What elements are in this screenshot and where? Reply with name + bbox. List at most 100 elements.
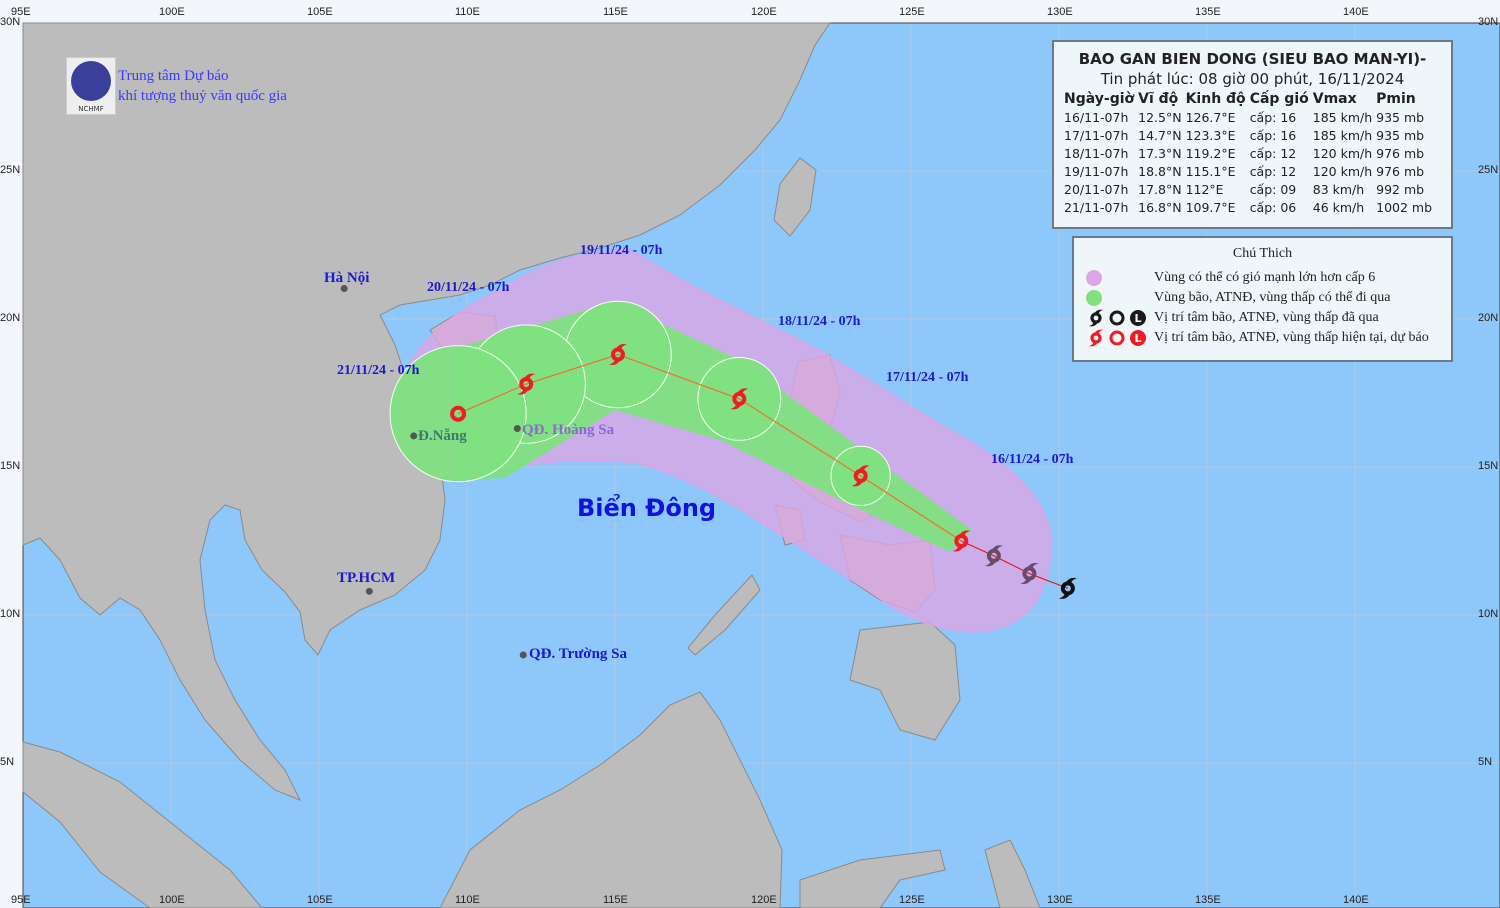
axis-tick-label: 110E — [455, 6, 480, 18]
table-cell: cấp: 16 — [1249, 128, 1297, 143]
column-header: Ngày-giờ — [1064, 91, 1135, 107]
legend-label: Vùng bão, ATNĐ, vùng thấp có thể đi qua — [1154, 290, 1391, 305]
table-row: 20/11-07h 17.8°N 112°E cấp: 09 83 km/h 992 mb — [1064, 181, 1436, 199]
forecast-track-line — [457, 353, 962, 542]
table-cell: 17/11-07h — [1064, 128, 1129, 143]
storm-title: BAO GAN BIEN DONG (SIEU BAO MAN-YI)- — [1078, 50, 1427, 68]
axis-tick-label: 140E — [1343, 6, 1369, 18]
table-cell: 1002 mb — [1376, 200, 1433, 215]
table-cell: 123.3°E — [1185, 128, 1236, 143]
place-hcm: TP.HCM — [337, 570, 396, 586]
axis-tick-label: 130E — [1047, 6, 1073, 18]
low-icon-letter: L — [1134, 332, 1141, 345]
storm-icon — [517, 373, 536, 395]
table-cell: 14.7°N — [1138, 128, 1182, 143]
past-storm-icon — [1058, 577, 1077, 599]
agency-name: Trung tâm Dự báo khí tượng thuỷ văn quốc… — [118, 66, 287, 106]
axis-tick-label: 115E — [603, 6, 628, 18]
storm-icon — [851, 465, 870, 487]
column-header: Kinh độ — [1185, 91, 1246, 107]
legend-item-past: L Vị trí tâm bão, ATNĐ, vùng thấp đã qua — [1086, 308, 1379, 328]
table-cell: 976 mb — [1376, 146, 1425, 161]
axis-tick-label: 30N — [0, 16, 21, 28]
table-cell: cấp: 12 — [1249, 146, 1297, 161]
table-cell: cấp: 09 — [1249, 182, 1297, 197]
axis-tick-label: 15N — [0, 460, 21, 472]
legend-title: Chú Thich — [1232, 246, 1293, 261]
column-header: Pmin — [1376, 91, 1416, 107]
table-cell: 935 mb — [1376, 110, 1425, 125]
forecast-table: Ngày-giờ Vĩ độ Kinh độ Cấp gió Vmax Pmin 16/1… — [1064, 91, 1436, 217]
sumatra — [22, 741, 263, 908]
place-dot — [519, 651, 527, 659]
land — [22, 22, 1041, 908]
storm-icon — [730, 388, 749, 410]
axis-tick-label: 105E — [307, 6, 333, 18]
axis-tick-label: 110E — [455, 894, 480, 906]
time-label-20: 20/11/24 - 07h — [427, 280, 510, 295]
axis-tick-label: 120E — [751, 6, 777, 18]
taiwan — [773, 157, 817, 237]
axis-tick-label: 100E — [159, 894, 185, 906]
storm-icon — [952, 530, 971, 552]
low-icon-letter: L — [1134, 312, 1141, 325]
axis-tick-label: 120E — [751, 894, 777, 906]
column-header: Vmax — [1312, 91, 1357, 107]
table-cell: 109.7°E — [1185, 200, 1236, 215]
axis-tick-label: 5N — [1478, 756, 1493, 768]
place-truong-sa: QĐ. Trường Sa — [529, 646, 628, 662]
table-header: Ngày-giờ Vĩ độ Kinh độ Cấp gió Vmax Pmin — [1064, 91, 1436, 109]
logo-caption: NCHMF — [78, 105, 104, 113]
table-cell: 935 mb — [1376, 128, 1425, 143]
table-cell: 19/11-07h — [1064, 164, 1129, 179]
legend-item-forecast: L Vị trí tâm bão, ATNĐ, vùng thấp hiện t… — [1086, 328, 1429, 348]
time-label-17: 17/11/24 - 07h — [886, 370, 969, 385]
table-row: 18/11-07h 17.3°N 119.2°E cấp: 12 120 km/h 976… — [1064, 145, 1436, 163]
axis-tick-label: 125E — [899, 894, 925, 906]
legend-symbols: L — [1088, 309, 1146, 327]
green-circle-icon — [1086, 290, 1102, 306]
sulawesi — [799, 849, 946, 908]
past-storm-icon — [984, 545, 1003, 567]
column-header: Vĩ độ — [1138, 91, 1179, 107]
halmahera — [984, 839, 1041, 908]
depression-icon — [1109, 310, 1125, 326]
agency-line-1: Trung tâm Dự báo — [118, 68, 229, 84]
table-cell: 185 km/h — [1312, 128, 1373, 143]
table-row: 19/11-07h 18.8°N 115.1°E cấp: 12 120 km/h 976… — [1064, 163, 1436, 181]
storm-icon — [608, 344, 627, 366]
table-cell: 83 km/h — [1312, 182, 1365, 197]
borneo — [439, 691, 783, 908]
place-dot — [340, 285, 348, 293]
axis-tick-label: 105E — [307, 894, 333, 906]
place-dot — [365, 587, 373, 595]
axis-tick-label: 135E — [1195, 6, 1221, 18]
axis-tick-label: 25N — [1478, 164, 1499, 176]
place-hoang-sa: QĐ. Hoàng Sa — [522, 422, 615, 438]
table-cell: 17.8°N — [1138, 182, 1182, 197]
axis-tick-label: 30N — [1478, 16, 1499, 28]
past-track-line — [961, 540, 1069, 589]
table-cell: 20/11-07h — [1064, 182, 1129, 197]
low-pressure-icon — [1130, 330, 1146, 346]
storm-icon — [1088, 329, 1104, 347]
axis-tick-label: 20N — [0, 312, 21, 324]
depression-icon — [1109, 330, 1125, 346]
place-hanoi: Hà Nội — [324, 270, 370, 286]
place-dot — [410, 432, 418, 440]
table-cell: 120 km/h — [1312, 146, 1373, 161]
table-cell: 976 mb — [1376, 164, 1425, 179]
table-cell: 12.5°N — [1138, 110, 1182, 125]
table-cell: cấp: 12 — [1249, 164, 1297, 179]
sea-label: Biển Đông — [577, 494, 717, 522]
past-storm-icon — [1020, 563, 1039, 585]
time-label-19: 19/11/24 - 07h — [580, 243, 663, 258]
legend-label: Vị trí tâm bão, ATNĐ, vùng thấp hiện tại… — [1154, 330, 1429, 345]
place-danang: Đ.Nẵng — [418, 428, 467, 444]
table-cell: 46 km/h — [1312, 200, 1365, 215]
agency-line-2: khí tượng thuỷ văn quốc gia — [118, 88, 287, 104]
legend-item-storm-zone: Vùng bão, ATNĐ, vùng thấp có thể đi qua — [1086, 288, 1390, 308]
table-cell: 21/11-07h — [1064, 200, 1129, 215]
storm-icon — [1088, 309, 1104, 327]
time-label-16: 16/11/24 - 07h — [991, 452, 1074, 467]
